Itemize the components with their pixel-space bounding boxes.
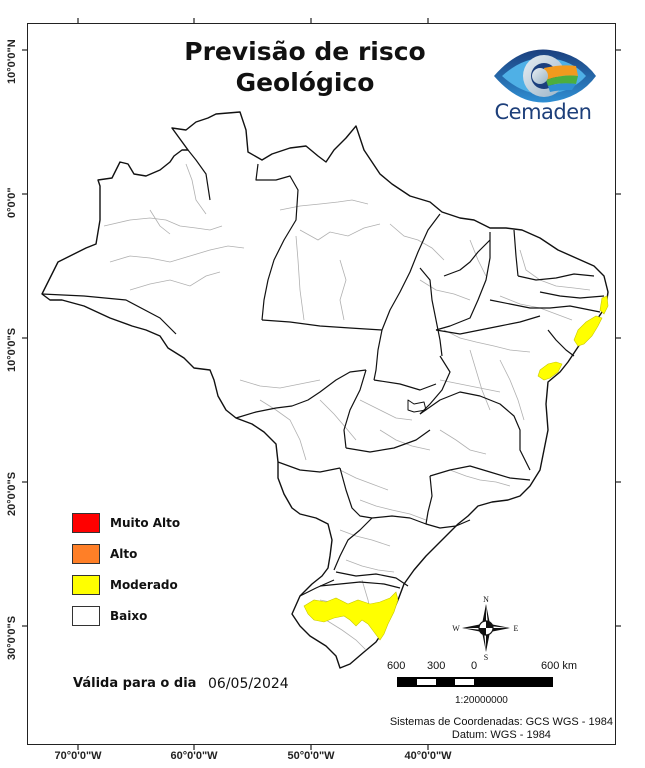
risk-area-pb <box>599 295 609 315</box>
map-frame <box>27 23 616 745</box>
scale-label-600: 600 <box>387 660 406 672</box>
scale-ratio: 1:20000000 <box>455 695 508 706</box>
legend-item-muito-alto: Muito Alto <box>72 507 180 538</box>
scale-bar-graphic <box>397 677 553 687</box>
scale-label-600km: 600 km <box>541 660 578 672</box>
legend-item-alto: Alto <box>72 538 180 569</box>
validity-label: Válida para o dia <box>73 676 197 691</box>
compass-s: S <box>484 653 488 660</box>
crs-line1: Sistemas de Coordenadas: GCS WGS - 1984 <box>389 716 613 728</box>
brazil-outline <box>41 111 609 669</box>
lon-label-40w: 40°0'0"W <box>404 750 452 762</box>
legend-label: Moderado <box>110 577 178 592</box>
legend-label: Baixo <box>110 608 148 623</box>
compass-n: N <box>483 596 489 604</box>
legend-item-moderado: Moderado <box>72 569 180 600</box>
lat-label-20s: 20°0'0"S <box>6 471 18 516</box>
legend-swatch-red <box>72 512 100 533</box>
lat-label-10s: 10°0'0"S <box>6 327 18 372</box>
validity-date: 06/05/2024 <box>208 676 289 692</box>
compass-w: W <box>452 624 460 633</box>
legend-swatch-white <box>72 605 100 626</box>
moderate-risk-regions <box>303 295 609 641</box>
scale-label-300: 300 <box>427 660 446 672</box>
risk-area-ba <box>537 361 563 381</box>
cemaden-eye-logo-icon <box>494 49 596 103</box>
lat-label-0: 0°0'0" <box>6 187 18 218</box>
legend-item-baixo: Baixo <box>72 600 180 631</box>
lat-label-10n: 10°0'0"N <box>6 39 18 84</box>
legend: Muito Alto Alto Moderado Baixo <box>72 507 180 631</box>
compass-rose-icon: N S W E <box>452 596 519 660</box>
lon-label-70w: 70°0'0"W <box>54 750 102 762</box>
risk-area-al <box>573 315 603 347</box>
scale-label-0: 0 <box>471 660 478 672</box>
legend-label: Muito Alto <box>110 515 181 530</box>
coordinate-system-info: Sistemas de Coordenadas: GCS WGS - 1984 … <box>390 716 613 742</box>
brazil-map <box>41 111 609 669</box>
lat-label-30s: 30°0'0"S <box>6 615 18 660</box>
legend-swatch-yellow <box>72 574 100 595</box>
crs-line2: Datum: WGS - 1984 <box>451 729 551 741</box>
compass-e: E <box>514 624 519 633</box>
legend-swatch-orange <box>72 543 100 564</box>
logo-text: Cemaden <box>494 100 592 124</box>
map-title-line1: Previsão de risco <box>184 37 426 66</box>
map-title-line2: Geológico <box>235 68 375 97</box>
risk-area-rs <box>303 591 399 641</box>
map-title: Previsão de risco Geológico <box>155 36 455 98</box>
legend-label: Alto <box>110 546 138 561</box>
lon-label-60w: 60°0'0"W <box>170 750 218 762</box>
lon-label-50w: 50°0'0"W <box>287 750 335 762</box>
